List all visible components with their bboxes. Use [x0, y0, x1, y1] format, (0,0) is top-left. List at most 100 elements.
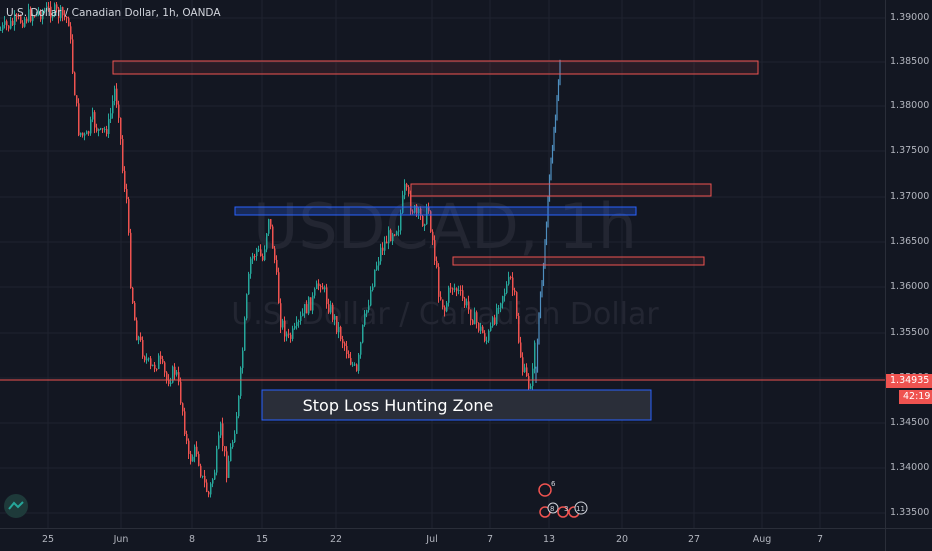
candle-body: [408, 187, 410, 194]
candle-body: [162, 359, 164, 363]
stop-loss-zone[interactable]: [261, 389, 652, 421]
watermark-symbol: USDCAD, 1h: [253, 190, 637, 263]
time-tick-label: 13: [542, 534, 556, 545]
candle-body: [462, 290, 464, 299]
candle-body: [294, 325, 296, 329]
candle-body: [70, 26, 72, 40]
candle-body: [108, 118, 110, 134]
candle-body: [240, 367, 242, 396]
candle-body: [370, 290, 372, 306]
candle-body: [422, 216, 424, 226]
candle-body: [114, 88, 116, 102]
candle-body: [412, 211, 414, 213]
candle-body: [118, 104, 120, 118]
event-marker-circle[interactable]: [574, 501, 588, 515]
grid: [0, 0, 885, 528]
candle-body: [454, 288, 456, 290]
candle-body: [400, 212, 402, 231]
candle-body: [142, 340, 144, 357]
candle-body: [270, 219, 272, 227]
tradingview-logo-icon[interactable]: [4, 494, 28, 518]
candle-body: [362, 324, 364, 343]
candle-body: [322, 287, 324, 290]
event-count-3: 3: [564, 505, 568, 513]
price-tick-label: 1.34000: [890, 462, 930, 473]
candle-body: [466, 301, 468, 306]
candle-body: [46, 6, 48, 11]
candle-body: [168, 379, 170, 384]
chart-area[interactable]: USDCAD, 1h U.S. Dollar / Canadian Dollar…: [0, 0, 885, 528]
resistance-zone-top[interactable]: [112, 60, 759, 75]
candle-body: [496, 307, 498, 325]
stop-loss-zone-label: Stop Loss Hunting Zone: [303, 396, 494, 415]
candle-body: [96, 127, 98, 131]
candle-body: [256, 249, 258, 257]
support-zone-blue[interactable]: [234, 206, 637, 216]
candle-body: [450, 287, 452, 289]
candle-body: [176, 372, 178, 375]
resistance-zone-lower[interactable]: [452, 256, 705, 266]
candle-body: [8, 25, 10, 29]
time-axis[interactable]: 25 Jun 8 15 22 Jul 7 13 20 27 Aug 7: [0, 528, 885, 551]
candle-body: [278, 272, 280, 304]
candle-body: [4, 21, 6, 25]
candle-body: [234, 433, 236, 443]
candle-body: [110, 113, 112, 119]
symbol-legend[interactable]: U.S. Dollar / Canadian Dollar, 1h, OANDA: [6, 7, 221, 19]
event-count-2: 8: [550, 505, 554, 513]
candle-body: [80, 132, 82, 136]
candle-body: [182, 403, 184, 412]
resistance-zone-middle[interactable]: [410, 183, 712, 197]
candle-body: [368, 305, 370, 311]
candle-body: [264, 249, 266, 260]
candle-body: [192, 456, 194, 462]
candle-body: [342, 339, 344, 344]
candle-body: [36, 12, 38, 17]
event-marker-circle[interactable]: [538, 483, 552, 497]
candle-body: [18, 15, 20, 17]
candle-body: [460, 290, 462, 292]
candle-body: [156, 368, 158, 370]
candle-body: [42, 11, 44, 20]
candle-body: [404, 184, 406, 196]
candle-body: [102, 128, 104, 130]
candle-body: [524, 367, 526, 373]
candle-body: [98, 129, 100, 131]
candle-body: [64, 15, 66, 17]
candle-body: [414, 205, 416, 213]
candle-body: [334, 315, 336, 320]
event-marker-circle[interactable]: [547, 502, 559, 514]
candle-body: [504, 292, 506, 297]
candle-body: [126, 189, 128, 200]
candle-body: [166, 372, 168, 380]
price-tick-label: 1.37000: [890, 191, 930, 202]
candle-body: [104, 129, 106, 131]
candle-body: [94, 112, 96, 128]
candle-body: [520, 342, 522, 358]
candle-body: [32, 16, 34, 22]
candle-body: [84, 134, 86, 136]
candle-body: [510, 276, 512, 278]
candlestick-series: [0, 1, 561, 498]
candle-body: [280, 303, 282, 328]
candle-body: [132, 287, 134, 303]
candle-body: [436, 260, 438, 267]
event-markers[interactable]: 6 8 3 11: [538, 480, 588, 518]
candle-body: [50, 6, 52, 18]
candle-body: [206, 482, 208, 492]
candle-body: [262, 256, 264, 260]
candle-body: [298, 320, 300, 323]
candle-body: [488, 330, 490, 341]
candle-body: [58, 8, 60, 18]
event-marker-circle[interactable]: [557, 506, 569, 518]
chart-canvas[interactable]: USDCAD, 1h U.S. Dollar / Canadian Dollar…: [0, 0, 885, 528]
candle-body: [224, 446, 226, 452]
candle-body: [204, 475, 206, 483]
candle-body: [242, 350, 244, 368]
candle-body: [272, 226, 274, 249]
price-axis[interactable]: 1.39000 1.38500 1.38000 1.37500 1.37000 1.365…: [885, 0, 932, 528]
candle-body: [128, 199, 130, 233]
price-tick-label: 1.34500: [890, 417, 930, 428]
candle-body: [350, 357, 352, 365]
candle-body: [208, 491, 210, 495]
